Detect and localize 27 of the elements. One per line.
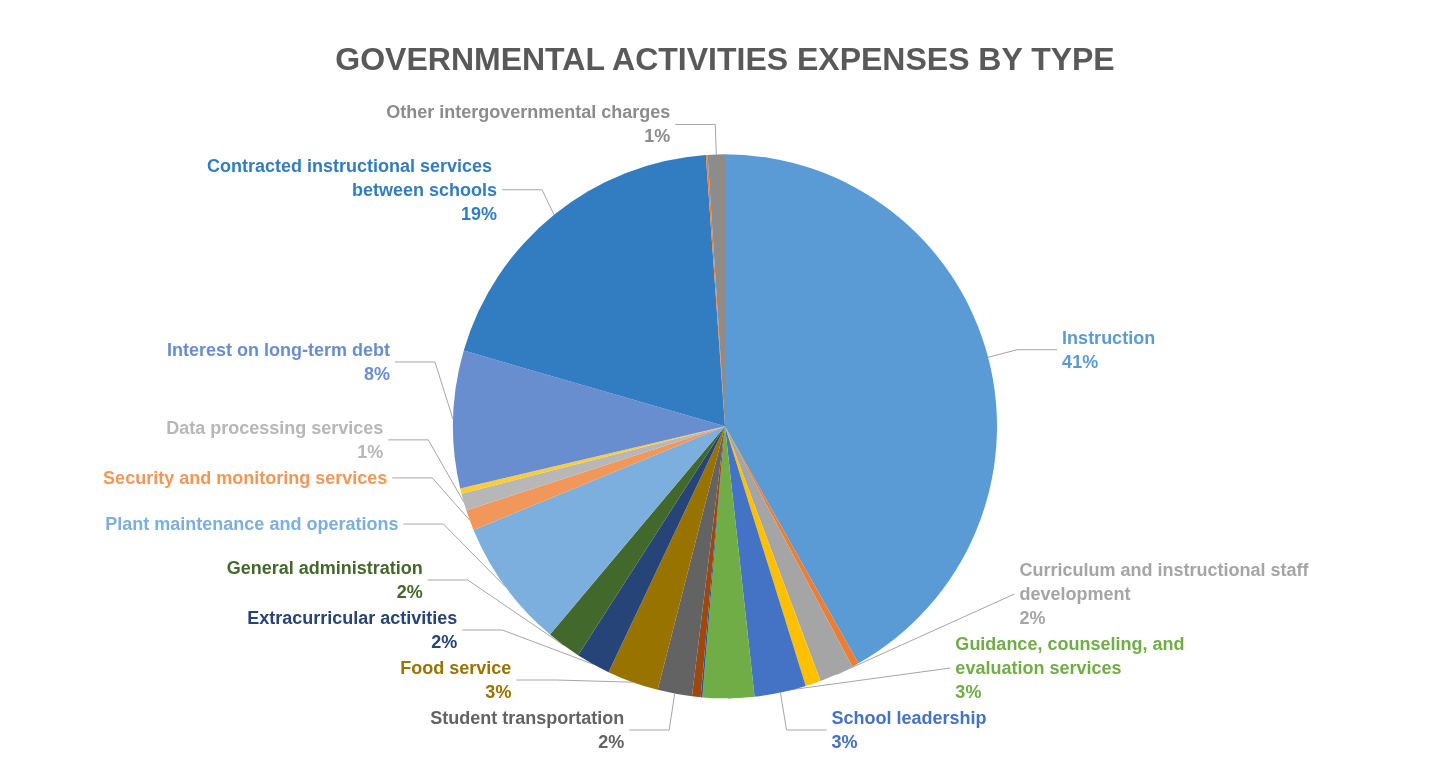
slice-label: Food service [400, 658, 512, 678]
slice-label: Student transportation [430, 708, 625, 728]
data-label: 3% [955, 682, 982, 702]
slice-label: Interest on long-term debt [166, 339, 390, 360]
slice-label: Data processing services [166, 417, 384, 438]
data-label: 1% [644, 126, 671, 147]
data-label: 2% [396, 582, 423, 602]
data-label: 2% [598, 732, 625, 752]
data-label: 3% [831, 732, 858, 752]
slice-label: Security and monitoring services [103, 467, 388, 488]
slice-label: Guidance, counseling, and evaluation services [955, 634, 1190, 678]
slice-label: General administration [226, 558, 423, 578]
data-label: 8% [363, 363, 390, 384]
data-label: 1% [357, 441, 384, 462]
slice-label: Extracurricular activities [247, 608, 458, 628]
data-label: 19% [461, 203, 498, 224]
data-label: 3% [485, 682, 512, 702]
slice-label: Curriculum and instructional staff development [1019, 560, 1314, 604]
data-label: 2% [431, 632, 458, 652]
slice-label: School leadership [831, 708, 987, 728]
chart-title: GOVERNMENTAL ACTIVITIES EXPENSES BY TYPE [335, 41, 1115, 77]
data-label: 2% [1019, 608, 1046, 628]
slice-label: Other intergovernmental charges [386, 102, 671, 123]
slice-label: Plant maintenance and operations [105, 514, 399, 535]
slice-label: Contracted instructional services between schools [206, 155, 498, 200]
slice-label: Instruction [1062, 327, 1156, 348]
data-label: 41% [1062, 351, 1099, 372]
